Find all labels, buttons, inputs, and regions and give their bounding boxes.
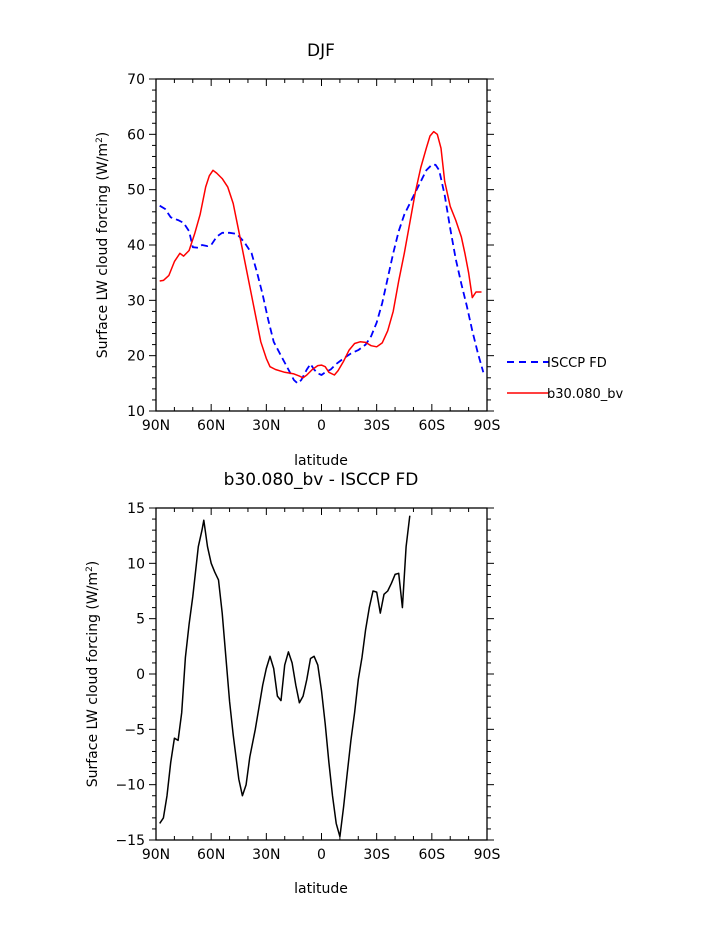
bottom-chart-series-line-difference [159, 515, 411, 838]
y-tick-label: −15 [115, 833, 145, 849]
x-tick-label: 90N [142, 847, 170, 863]
legend-label-b30-080-bv: b30.080_bv [547, 387, 623, 402]
x-tick-label: 60S [418, 847, 445, 863]
y-tick-label: 20 [127, 349, 145, 365]
x-tick-label: 60N [197, 847, 225, 863]
y-tick-label: 0 [136, 667, 145, 683]
x-tick-label: 0 [317, 847, 326, 863]
top-chart-x-axis-label: latitude [294, 453, 348, 469]
top-chart-title: DJF [307, 41, 335, 61]
top-chart-series-line-b30-080-bv [159, 130, 482, 379]
y-tick-label: 70 [127, 72, 145, 88]
x-tick-label: 30N [252, 847, 280, 863]
bottom-chart-title: b30.080_bv - ISCCP FD [224, 470, 419, 490]
x-tick-label: 60S [418, 418, 445, 434]
legend: ISCCP FD b30.080_bv [507, 356, 623, 402]
bottom-chart-series [159, 515, 411, 838]
bottom-chart-y-axis-label: Surface LW cloud forcing (W/m2) [85, 561, 101, 788]
bottom-chart-ticks: 90N 60N 30N 0 30S 60S 90S −15 −10 −5 0 5 10 15 [115, 501, 500, 863]
x-tick-label: 90S [474, 847, 501, 863]
x-tick-label: 30S [363, 847, 390, 863]
y-tick-label: 15 [127, 501, 145, 517]
y-tick-label: 10 [127, 404, 145, 420]
top-chart-series-line-isccp-fd [159, 163, 485, 385]
y-tick-label: 30 [127, 293, 145, 309]
x-tick-label: 90S [474, 418, 501, 434]
y-tick-label: −5 [124, 722, 145, 738]
y-tick-label: −10 [115, 778, 145, 794]
top-chart-panel: DJF 90N 60N 30N 0 30S 60S 90S 10 20 30 40 50 60 70 la… [95, 41, 623, 469]
x-tick-label: 0 [317, 418, 326, 434]
legend-label-isccp-fd: ISCCP FD [547, 356, 607, 371]
x-tick-label: 60N [197, 418, 225, 434]
top-chart-series [159, 130, 485, 385]
y-tick-label: 50 [127, 183, 145, 199]
bottom-chart-panel: b30.080_bv - ISCCP FD 90N 60N 30N 0 30S 60S 90… [85, 470, 500, 897]
y-tick-label: 60 [127, 127, 145, 143]
bottom-chart-plot-frame [155, 507, 488, 841]
y-tick-label: 10 [127, 556, 145, 572]
top-chart-ticks: 90N 60N 30N 0 30S 60S 90S 10 20 30 40 50 60 70 [127, 72, 500, 434]
y-tick-label: 40 [127, 238, 145, 254]
bottom-chart-x-axis-label: latitude [294, 881, 348, 897]
x-tick-label: 90N [142, 418, 170, 434]
x-tick-label: 30S [363, 418, 390, 434]
y-tick-label: 5 [136, 612, 145, 628]
top-chart-y-axis-label: Surface LW cloud forcing (W/m2) [95, 132, 111, 359]
x-tick-label: 30N [252, 418, 280, 434]
